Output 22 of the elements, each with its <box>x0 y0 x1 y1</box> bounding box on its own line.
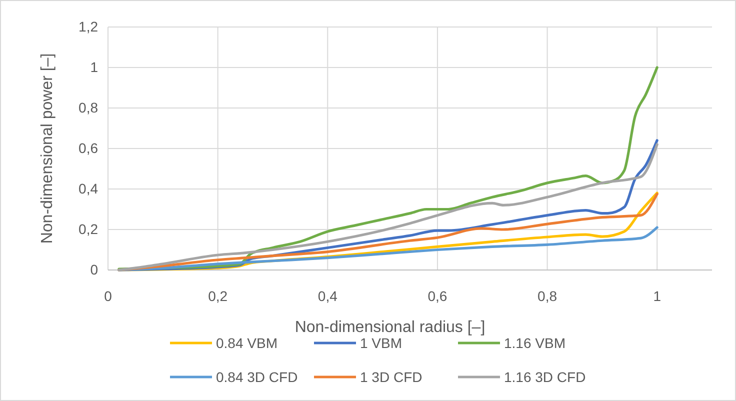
line-series <box>118 226 658 272</box>
y-tick-label: 0,4 <box>78 180 98 196</box>
x-tick-label: 0 <box>104 288 112 304</box>
x-tick-label: 0,4 <box>318 288 338 304</box>
y-tick-label: 1,2 <box>78 18 98 34</box>
legend-label: 1.16 3D CFD <box>504 369 586 385</box>
legend-label: 0.84 VBM <box>216 335 278 351</box>
y-tick-label: 0 <box>90 261 98 278</box>
legend-label: 0.84 3D CFD <box>216 369 298 385</box>
legend-label: 1 VBM <box>360 335 402 351</box>
legend-label: 1 3D CFD <box>360 369 422 385</box>
x-tick-label: 1 <box>653 288 662 304</box>
legend-label: 1.16 VBM <box>504 335 566 351</box>
y-tick-label: 0,2 <box>78 220 98 237</box>
y-tick-label: 1 <box>90 58 98 75</box>
x-tick-label: 0,2 <box>208 288 228 304</box>
x-tick-label: 0,8 <box>538 288 558 304</box>
y-tick-label: 0,6 <box>78 140 98 156</box>
y-tick-label: 0,8 <box>78 99 98 116</box>
x-axis-title: Non-dimensional radius [–] <box>294 319 486 336</box>
y-axis-title: Non-dimensional power [–] <box>39 53 56 244</box>
x-tick-label: 0,6 <box>428 288 448 304</box>
